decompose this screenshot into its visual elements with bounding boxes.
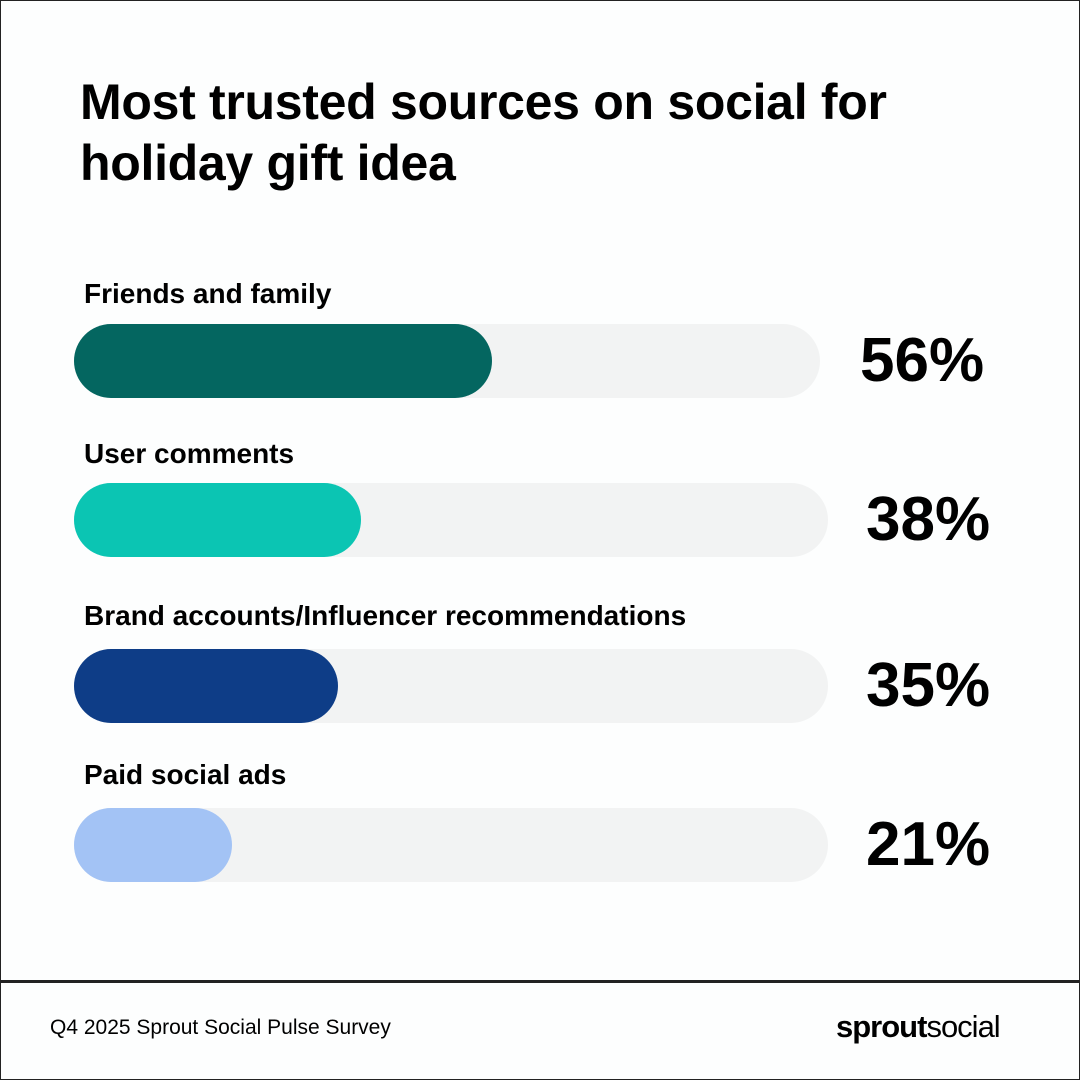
sprout-social-logo: sproutsocial xyxy=(836,1008,1001,1046)
category-label: User comments xyxy=(84,438,295,469)
value-label: 56% xyxy=(860,326,985,395)
chart-title: Most trusted sources on social for holid… xyxy=(80,74,887,191)
bar-track xyxy=(74,808,828,882)
bar-track xyxy=(74,324,820,398)
value-label: 38% xyxy=(866,485,991,554)
bar xyxy=(74,483,361,557)
value-label: 21% xyxy=(866,810,991,879)
bar-track xyxy=(74,483,828,557)
footer-divider xyxy=(0,980,1080,983)
category-label: Friends and family xyxy=(84,278,332,309)
logo-light: social xyxy=(926,1009,1000,1044)
bar xyxy=(74,649,338,723)
value-label: 35% xyxy=(866,651,991,720)
source-note: Q4 2025 Sprout Social Pulse Survey xyxy=(50,1016,391,1039)
logo-bold: sprout xyxy=(836,1009,927,1044)
bar xyxy=(74,808,233,882)
category-label: Brand accounts/Influencer recommendation… xyxy=(84,600,687,631)
category-label: Paid social ads xyxy=(84,759,287,790)
bar-track xyxy=(74,649,828,723)
bar xyxy=(74,324,492,398)
